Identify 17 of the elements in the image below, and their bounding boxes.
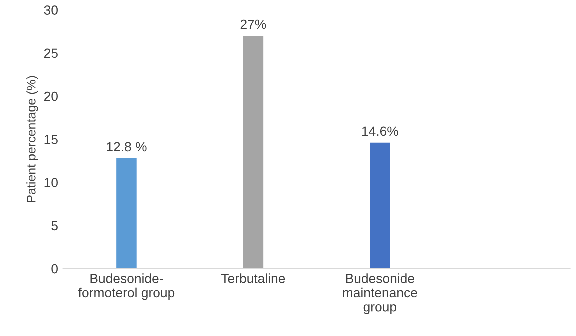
x-tick-label: Terbutaline — [221, 274, 286, 284]
y-tick-label: 10 — [44, 178, 58, 188]
data-label: 14.6% — [362, 126, 398, 136]
bar — [243, 36, 264, 269]
y-tick-label: 15 — [44, 135, 58, 144]
y-tick-label: 30 — [44, 6, 58, 15]
y-tick-label: 25 — [44, 48, 58, 58]
x-tick-label: Budesonide- formoterol group — [78, 274, 175, 300]
y-tick-label: 0 — [52, 264, 58, 274]
x-tick-label: Budesonide maintenance group — [343, 274, 418, 314]
data-label: 12.8 % — [107, 142, 147, 152]
y-axis-title: Patient percentage (%) — [26, 76, 38, 202]
bar — [116, 158, 137, 269]
data-label: 27% — [240, 20, 266, 30]
bar — [370, 142, 390, 269]
y-tick-label: 5 — [52, 221, 58, 231]
y-tick-label: 20 — [44, 92, 58, 102]
